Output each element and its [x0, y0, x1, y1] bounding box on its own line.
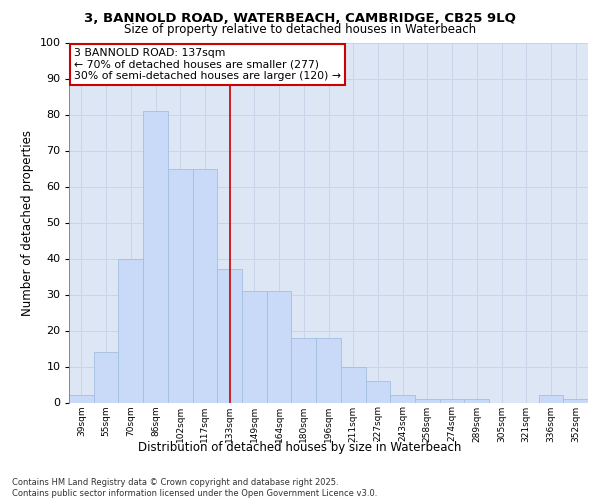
- Bar: [341, 366, 365, 402]
- Bar: [193, 168, 217, 402]
- Bar: [292, 338, 316, 402]
- Bar: [365, 381, 390, 402]
- Text: Size of property relative to detached houses in Waterbeach: Size of property relative to detached ho…: [124, 22, 476, 36]
- Bar: [242, 291, 267, 403]
- Bar: [143, 111, 168, 403]
- Bar: [539, 396, 563, 402]
- Bar: [390, 396, 415, 402]
- Text: 3, BANNOLD ROAD, WATERBEACH, CAMBRIDGE, CB25 9LQ: 3, BANNOLD ROAD, WATERBEACH, CAMBRIDGE, …: [84, 12, 516, 26]
- Bar: [440, 399, 464, 402]
- Bar: [118, 258, 143, 402]
- Bar: [168, 168, 193, 402]
- Text: Distribution of detached houses by size in Waterbeach: Distribution of detached houses by size …: [139, 441, 461, 454]
- Y-axis label: Number of detached properties: Number of detached properties: [21, 130, 34, 316]
- Bar: [94, 352, 118, 403]
- Bar: [267, 291, 292, 403]
- Text: 3 BANNOLD ROAD: 137sqm
← 70% of detached houses are smaller (277)
30% of semi-de: 3 BANNOLD ROAD: 137sqm ← 70% of detached…: [74, 48, 341, 81]
- Text: Contains HM Land Registry data © Crown copyright and database right 2025.
Contai: Contains HM Land Registry data © Crown c…: [12, 478, 377, 498]
- Bar: [316, 338, 341, 402]
- Bar: [217, 270, 242, 402]
- Bar: [464, 399, 489, 402]
- Bar: [415, 399, 440, 402]
- Bar: [69, 396, 94, 402]
- Bar: [563, 399, 588, 402]
